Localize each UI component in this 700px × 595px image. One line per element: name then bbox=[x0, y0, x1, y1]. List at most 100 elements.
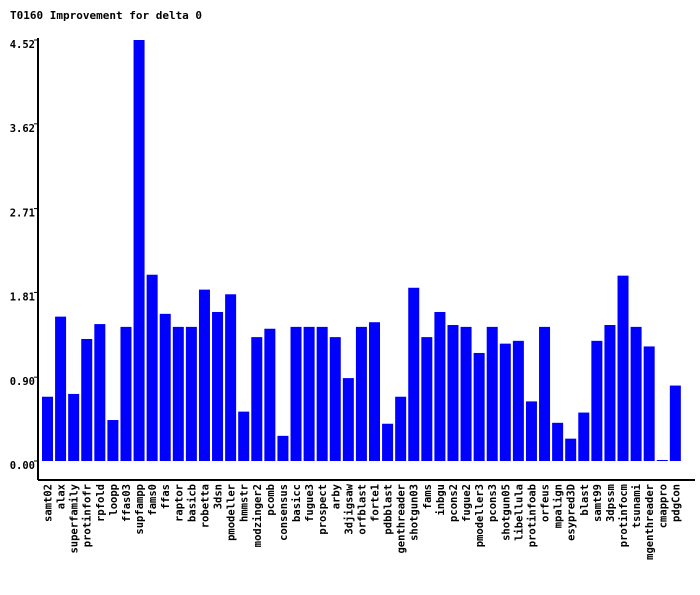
labels-group: 0.00 0.90 1.81 2.71 3.62 4.52 samt02 alax superf… bbox=[10, 39, 683, 560]
bar-superfamily bbox=[68, 393, 80, 461]
bar-ffas bbox=[159, 313, 171, 461]
bar-alax bbox=[55, 316, 67, 461]
x-tick-label: genthreader bbox=[396, 484, 408, 554]
bar-inbgu bbox=[434, 311, 446, 461]
bar-orfeus bbox=[539, 326, 551, 461]
bar-3dsn bbox=[212, 311, 224, 461]
bar-mgenthreader bbox=[643, 346, 655, 461]
x-tick-label: pmodeller3 bbox=[474, 484, 486, 547]
x-tick-label: pmodeller bbox=[226, 484, 238, 541]
axes-group bbox=[34, 38, 695, 481]
bar-pmodeller3 bbox=[473, 352, 485, 461]
bar-orfblast bbox=[355, 326, 367, 461]
bar-libellula bbox=[512, 340, 524, 461]
bar-pcons2 bbox=[447, 325, 459, 461]
x-tick-label: pcomb bbox=[265, 484, 277, 516]
x-tick-label: 3djigsaw bbox=[343, 483, 355, 534]
x-tick-label: mgenthreader bbox=[644, 484, 656, 560]
y-tick-label: 1.81 bbox=[10, 291, 35, 303]
x-tick-label: libellula bbox=[513, 484, 525, 541]
bar-pcomb bbox=[264, 328, 276, 461]
x-tick-label: 3dsn bbox=[213, 484, 225, 509]
bar-mpalign bbox=[552, 422, 564, 461]
y-tick-label: 4.52 bbox=[10, 39, 35, 51]
bar-protinfofr bbox=[81, 338, 93, 461]
y-tick-label: 0.00 bbox=[10, 460, 35, 472]
bar-rpfold bbox=[94, 324, 106, 461]
x-tick-label: orfblast bbox=[356, 484, 368, 535]
x-tick-label: shotgun03 bbox=[409, 484, 421, 541]
x-tick-label: fugue3 bbox=[304, 484, 316, 522]
bar-fams0 bbox=[146, 274, 158, 461]
x-tick-label: 3dpssm bbox=[605, 484, 617, 522]
bar-fugue3 bbox=[303, 326, 315, 461]
x-tick-label: prospect bbox=[317, 484, 329, 535]
x-tick-label: forte1 bbox=[370, 484, 382, 522]
bar-genthreader bbox=[395, 396, 407, 461]
bar-3dpssm bbox=[604, 325, 616, 461]
x-tick-label: consensus bbox=[278, 484, 290, 541]
x-tick-label: ffas bbox=[160, 484, 172, 509]
x-tick-label: fams bbox=[422, 484, 434, 509]
x-tick-label: protinfoab bbox=[526, 484, 538, 547]
x-tick-label: hmmstr bbox=[239, 484, 251, 522]
x-tick-label: pcons3 bbox=[487, 484, 499, 522]
x-tick-label: tsunami bbox=[631, 484, 643, 528]
bar-esypred3D bbox=[565, 438, 577, 461]
bar-robetta bbox=[198, 289, 210, 461]
x-tick-label: modzinger2 bbox=[252, 484, 264, 547]
bar-protinfoab bbox=[525, 401, 537, 461]
x-tick-label: superfamily bbox=[69, 483, 81, 553]
bar-tsunami bbox=[630, 326, 642, 461]
bar-samt02 bbox=[42, 396, 53, 461]
x-tick-label: cmappro bbox=[657, 484, 669, 528]
bar-modzinger2 bbox=[251, 337, 263, 461]
bar-supfampp bbox=[133, 40, 145, 461]
bar-blast bbox=[578, 412, 590, 461]
x-tick-label: supfampp bbox=[134, 484, 146, 535]
x-tick-label: shotgun05 bbox=[500, 484, 512, 541]
x-tick-label: samt99 bbox=[592, 484, 604, 522]
bar-cmappro bbox=[656, 460, 668, 461]
bar-fugue2 bbox=[460, 326, 472, 461]
bar-loopp bbox=[107, 420, 119, 461]
bars-group bbox=[42, 40, 681, 461]
x-tick-label: pdgCon bbox=[670, 484, 682, 522]
x-tick-label: fugue2 bbox=[461, 484, 473, 522]
bar-hmmstr bbox=[238, 411, 250, 461]
x-tick-label: basicb bbox=[186, 484, 198, 522]
bar-shotgun03 bbox=[408, 287, 420, 461]
x-tick-label: inbgu bbox=[435, 484, 447, 516]
x-tick-label: basicc bbox=[291, 484, 303, 522]
bar-prospect bbox=[316, 326, 328, 461]
bar-consensus bbox=[277, 435, 289, 461]
bar-raptor bbox=[172, 326, 184, 461]
x-tick-label: mpalign bbox=[553, 484, 565, 528]
bar-protinfocm bbox=[617, 275, 629, 461]
bar-fams bbox=[421, 337, 433, 461]
bar-ffas03 bbox=[120, 326, 132, 461]
x-tick-label: ffas03 bbox=[121, 484, 133, 522]
bar-basicc bbox=[290, 326, 302, 461]
bar-pdbblast bbox=[382, 423, 394, 461]
x-tick-label: robetta bbox=[199, 484, 211, 528]
x-tick-label: orfeus bbox=[540, 484, 552, 522]
x-tick-label: blast bbox=[579, 484, 591, 516]
y-tick-label: 3.62 bbox=[10, 123, 35, 135]
x-tick-label: raptor bbox=[173, 484, 185, 522]
bar-pdgCon bbox=[669, 385, 681, 461]
bar-forte1 bbox=[369, 322, 380, 461]
y-tick-label: 0.90 bbox=[10, 376, 35, 388]
x-tick-label: samt02 bbox=[43, 484, 55, 522]
bar-3djigsaw bbox=[342, 378, 354, 461]
bar-arby bbox=[329, 337, 341, 461]
bar-pmodeller bbox=[225, 294, 237, 461]
chart-title: T0160 Improvement for delta 0 bbox=[10, 9, 203, 22]
x-tick-label: rpfold bbox=[95, 484, 107, 522]
x-tick-label: loopp bbox=[108, 484, 120, 516]
x-tick-label: arby bbox=[330, 483, 342, 509]
x-tick-label: pcons2 bbox=[448, 484, 460, 522]
y-tick-label: 2.71 bbox=[10, 208, 35, 220]
bar-samt99 bbox=[591, 340, 603, 461]
